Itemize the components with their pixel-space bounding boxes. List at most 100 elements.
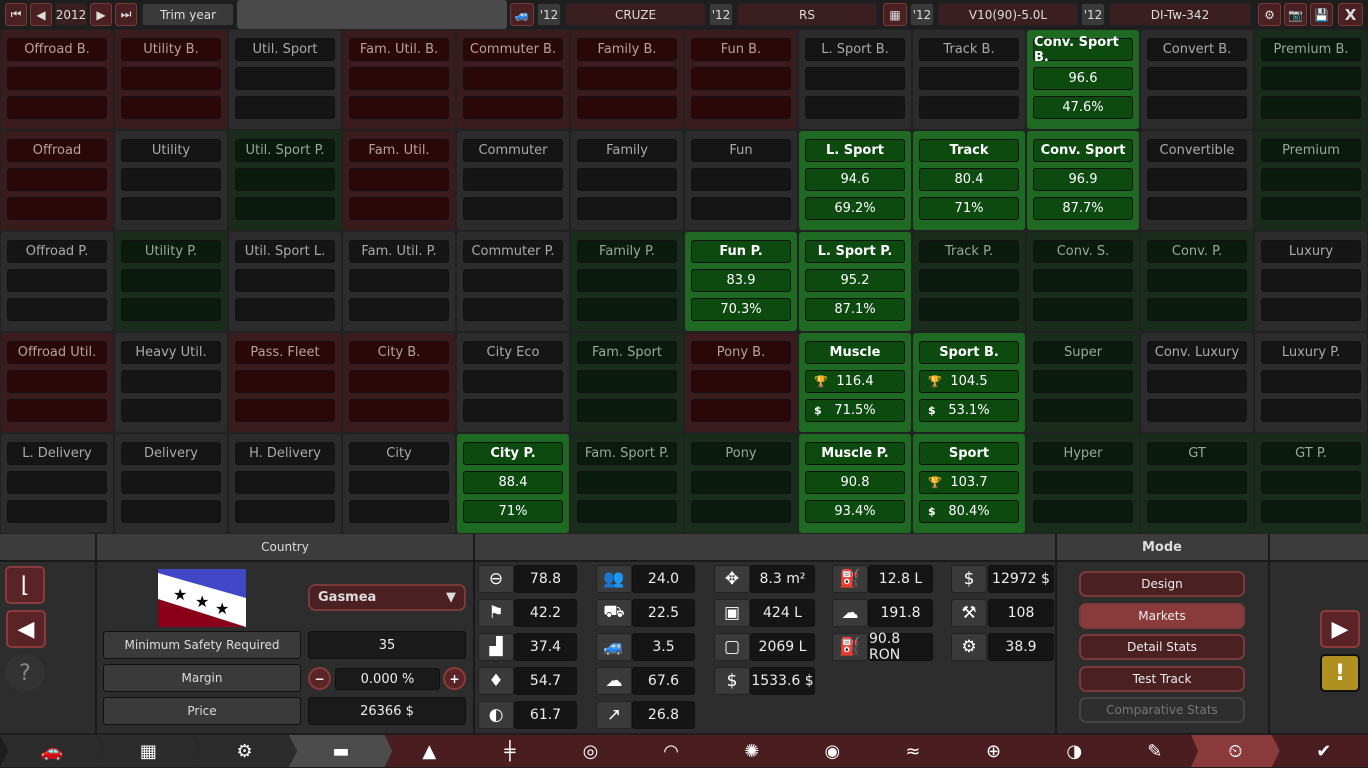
market-cell[interactable]: City P. 88.4 71% bbox=[457, 434, 569, 533]
next-year-button[interactable]: ▶ bbox=[90, 3, 112, 26]
market-cell[interactable]: Conv. Sport 96.9 87.7% bbox=[1027, 131, 1139, 230]
tab-engine-block-icon[interactable]: ▦ bbox=[96, 735, 201, 767]
market-cell[interactable]: Pony bbox=[685, 434, 797, 533]
market-cell[interactable]: Hyper bbox=[1027, 434, 1139, 533]
market-cell[interactable]: Offroad bbox=[1, 131, 113, 230]
tab-car-body-icon[interactable]: ▬ bbox=[288, 735, 393, 767]
market-cell[interactable]: Pony B. bbox=[685, 333, 797, 432]
market-cell[interactable]: City bbox=[343, 434, 455, 533]
market-cell[interactable]: Commuter B. bbox=[457, 30, 569, 129]
engine-name[interactable]: V10(90)-5.0L bbox=[938, 3, 1078, 26]
mode-comparative-stats-button[interactable]: Comparative Stats bbox=[1079, 697, 1245, 723]
market-cell[interactable]: Util. Sport bbox=[229, 30, 341, 129]
camera-icon[interactable]: 📷 bbox=[1284, 3, 1307, 26]
margin-input[interactable]: 0.000 % bbox=[335, 668, 440, 690]
tab-brakes-icon[interactable]: ◠ bbox=[626, 735, 716, 767]
car-model-icon[interactable]: 🚙 bbox=[510, 3, 534, 26]
tab-car-icon[interactable]: 🚗 bbox=[0, 735, 105, 767]
mode-design-button[interactable]: Design bbox=[1079, 571, 1245, 597]
tab-paint-icon[interactable]: ✎ bbox=[1110, 735, 1200, 767]
market-cell[interactable]: H. Delivery bbox=[229, 434, 341, 533]
margin-increase-button[interactable]: + bbox=[443, 667, 466, 690]
market-cell[interactable]: City Eco bbox=[457, 333, 569, 432]
market-cell[interactable]: Muscle P. 90.8 93.4% bbox=[799, 434, 911, 533]
market-cell[interactable]: Fun P. 83.9 70.3% bbox=[685, 232, 797, 331]
market-cell[interactable]: Util. Sport P. bbox=[229, 131, 341, 230]
market-cell[interactable]: Fun B. bbox=[685, 30, 797, 129]
market-cell[interactable]: Track B. bbox=[913, 30, 1025, 129]
tab-disc-icon[interactable]: ◉ bbox=[788, 735, 877, 767]
market-cell[interactable]: Delivery bbox=[115, 434, 227, 533]
market-cell[interactable]: Luxury bbox=[1255, 232, 1367, 331]
market-cell[interactable]: Convert B. bbox=[1141, 30, 1253, 129]
tab-car-fixtures-icon[interactable]: ▲ bbox=[385, 735, 474, 767]
tab-pistons-icon[interactable]: ⚙ bbox=[192, 735, 297, 767]
trim-year-button[interactable]: Trim year bbox=[142, 3, 234, 26]
market-cell[interactable]: Family P. bbox=[571, 232, 683, 331]
market-cell[interactable]: Fam. Sport P. bbox=[571, 434, 683, 533]
help-icon[interactable]: ? bbox=[5, 654, 45, 692]
first-year-button[interactable]: ⏮ bbox=[5, 3, 27, 26]
trim-name[interactable]: RS bbox=[737, 3, 877, 26]
country-select[interactable]: Gasmea ▼ bbox=[308, 584, 466, 611]
prev-year-button[interactable]: ◀ bbox=[30, 3, 52, 26]
market-cell[interactable]: GT P. bbox=[1255, 434, 1367, 533]
model-name[interactable]: CRUZE bbox=[565, 3, 706, 26]
market-cell[interactable]: Luxury P. bbox=[1255, 333, 1367, 432]
tab-check-icon[interactable]: ✔ bbox=[1271, 735, 1368, 767]
market-cell[interactable]: Track P. bbox=[913, 232, 1025, 331]
market-cell[interactable]: Convertible bbox=[1141, 131, 1253, 230]
next-arrow-button[interactable]: ▶ bbox=[1320, 610, 1360, 648]
market-cell[interactable]: Conv. S. bbox=[1027, 232, 1139, 331]
market-cell[interactable]: Premium B. bbox=[1255, 30, 1367, 129]
market-cell[interactable]: Offroad Util. bbox=[1, 333, 113, 432]
market-cell[interactable]: Muscle 🏆 116.4 $71.5% bbox=[799, 333, 911, 432]
market-cell[interactable]: Utility bbox=[115, 131, 227, 230]
close-button[interactable]: X bbox=[1338, 3, 1363, 26]
market-cell[interactable]: Fam. Sport bbox=[571, 333, 683, 432]
market-cell[interactable]: Track 80.4 71% bbox=[913, 131, 1025, 230]
market-cell[interactable]: Utility B. bbox=[115, 30, 227, 129]
market-cell[interactable]: Sport B. 🏆 104.5 $53.1% bbox=[913, 333, 1025, 432]
market-cell[interactable]: Offroad P. bbox=[1, 232, 113, 331]
last-year-button[interactable]: ⏭ bbox=[115, 3, 137, 26]
variant-name[interactable]: DI-Tw-342 bbox=[1109, 3, 1251, 26]
market-cell[interactable]: Super bbox=[1027, 333, 1139, 432]
market-cell[interactable]: L. Delivery bbox=[1, 434, 113, 533]
graph-icon[interactable]: ⌊ bbox=[5, 566, 45, 604]
market-cell[interactable]: Conv. Sport B. 96.6 47.6% bbox=[1027, 30, 1139, 129]
settings-gear-icon[interactable]: ⚙ bbox=[1258, 3, 1281, 26]
tab-test-track-icon[interactable]: ⏲ bbox=[1191, 735, 1280, 767]
market-cell[interactable]: Util. Sport L. bbox=[229, 232, 341, 331]
market-cell[interactable]: Conv. Luxury bbox=[1141, 333, 1253, 432]
market-cell[interactable]: Commuter bbox=[457, 131, 569, 230]
market-cell[interactable]: Utility P. bbox=[115, 232, 227, 331]
market-cell[interactable]: L. Sport 94.6 69.2% bbox=[799, 131, 911, 230]
engine-icon[interactable]: ▦ bbox=[883, 3, 907, 26]
tab-aero-icon[interactable]: ≈ bbox=[868, 735, 958, 767]
market-cell[interactable]: Fam. Util. P. bbox=[343, 232, 455, 331]
market-cell[interactable]: Fam. Util. B. bbox=[343, 30, 455, 129]
warning-icon[interactable]: ! bbox=[1320, 654, 1360, 692]
market-cell[interactable]: GT bbox=[1141, 434, 1253, 533]
market-cell[interactable]: Offroad B. bbox=[1, 30, 113, 129]
back-arrow-button[interactable]: ◀ bbox=[6, 610, 46, 648]
mode-markets-button[interactable]: Markets bbox=[1079, 602, 1245, 629]
tab-handling-icon[interactable]: ◑ bbox=[1029, 735, 1119, 767]
market-cell[interactable]: Heavy Util. bbox=[115, 333, 227, 432]
market-cell[interactable]: Fam. Util. bbox=[343, 131, 455, 230]
market-cell[interactable]: Family bbox=[571, 131, 683, 230]
market-cell[interactable]: Pass. Fleet bbox=[229, 333, 341, 432]
tab-suspension-icon[interactable]: ╪ bbox=[465, 735, 555, 767]
tab-wheels-icon[interactable]: ✺ bbox=[707, 735, 797, 767]
market-cell[interactable]: Premium bbox=[1255, 131, 1367, 230]
market-cell[interactable]: Fun bbox=[685, 131, 797, 230]
market-cell[interactable]: Commuter P. bbox=[457, 232, 569, 331]
market-cell[interactable]: L. Sport B. bbox=[799, 30, 911, 129]
market-cell[interactable]: Family B. bbox=[571, 30, 683, 129]
save-icon[interactable]: 💾 bbox=[1310, 3, 1333, 26]
mode-detail-stats-button[interactable]: Detail Stats bbox=[1079, 634, 1245, 660]
market-cell[interactable]: Conv. P. bbox=[1141, 232, 1253, 331]
market-cell[interactable]: City B. bbox=[343, 333, 455, 432]
market-cell[interactable]: Sport 🏆 103.7 $80.4% bbox=[913, 434, 1025, 533]
